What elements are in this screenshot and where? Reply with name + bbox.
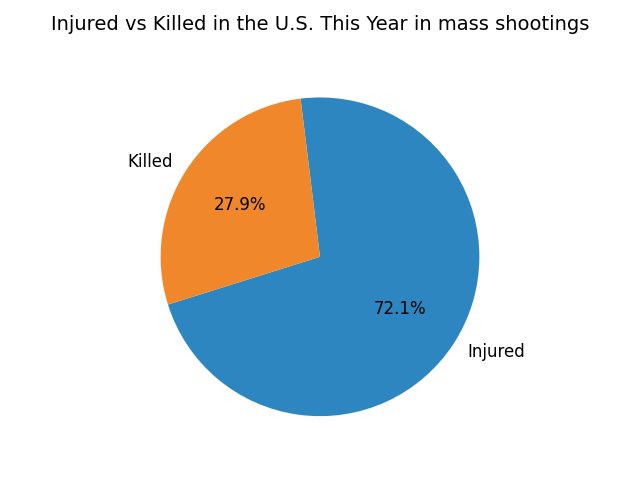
Wedge shape [168, 97, 479, 416]
Wedge shape [161, 98, 320, 305]
Text: 72.1%: 72.1% [374, 300, 427, 318]
Text: Injured: Injured [467, 343, 525, 360]
Title: Injured vs Killed in the U.S. This Year in mass shootings: Injured vs Killed in the U.S. This Year … [51, 15, 589, 34]
Text: Killed: Killed [127, 153, 173, 171]
Text: 27.9%: 27.9% [213, 196, 266, 214]
